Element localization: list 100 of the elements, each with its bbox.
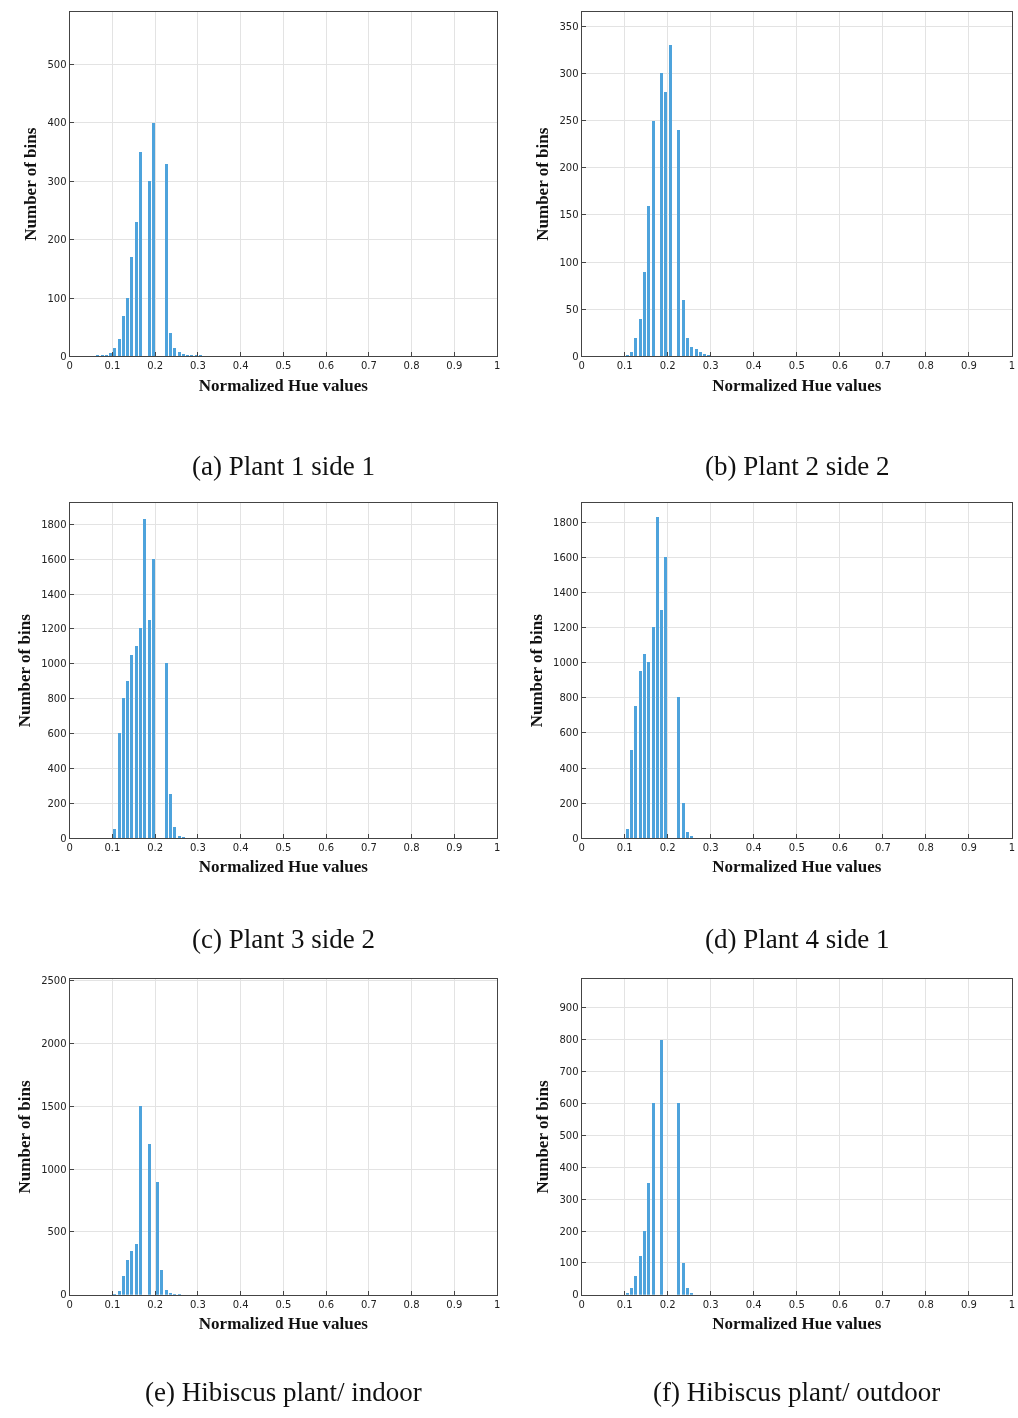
x-tick-label: 1: [493, 360, 501, 372]
x-tick-label: 0.1: [616, 1298, 633, 1310]
x-axis-title: Normalized Hue values: [198, 375, 369, 395]
x-tick-label: 0.3: [702, 842, 719, 854]
y-tick-label: 100: [559, 256, 579, 268]
x-tick-label: 0.5: [788, 1298, 805, 1310]
x-tick-label: 0.8: [403, 360, 420, 372]
y-tick-label: 1600: [553, 552, 579, 564]
y-tick-label: 100: [559, 1257, 579, 1269]
x-tick-label: 0.9: [961, 1298, 977, 1310]
y-tick-label: 600: [47, 728, 67, 739]
y-axis-title: Number of bins: [526, 613, 546, 728]
y-tick-label: 500: [47, 59, 67, 70]
y-tick-label: 200: [559, 162, 579, 174]
x-tick-label: 0.8: [917, 360, 934, 372]
text: (f) Hibiscus plant/ outdoor: [653, 1377, 941, 1407]
x-tick-label: 0.6: [831, 360, 848, 372]
x-tick-label: 0.7: [874, 842, 891, 854]
y-tick-label: 400: [559, 1161, 579, 1173]
x-tick-label: 1: [1008, 360, 1016, 372]
x-tick-label: 0.6: [318, 842, 335, 854]
x-tick-label: 0.3: [189, 842, 206, 854]
y-axis-title: Number of bins: [14, 1080, 34, 1194]
x-tick-label: 0.1: [616, 360, 633, 372]
x-axis-title: Normalized Hue values: [712, 375, 882, 395]
x-axis-title: Normalized Hue values: [198, 1314, 369, 1334]
y-tick-label: 600: [559, 1097, 579, 1109]
text: (c) Plant 3 side 2: [192, 924, 375, 954]
y-tick-label: 300: [559, 67, 579, 79]
x-tick-label: 0.6: [318, 1298, 335, 1310]
x-tick-label: 0.1: [104, 360, 121, 372]
y-tick-label: 200: [47, 234, 67, 246]
y-tick-label: 400: [47, 117, 67, 129]
text: (e) Hibiscus plant/ indoor: [145, 1377, 422, 1407]
y-tick-label: 200: [47, 797, 67, 809]
y-tick-label: 1400: [41, 588, 67, 600]
x-tick-label: 0.4: [232, 360, 249, 372]
y-tick-label: 1000: [553, 657, 579, 669]
y-axis-title: Number of bins: [533, 1080, 553, 1194]
x-tick-label: 1: [1008, 842, 1016, 854]
x-tick-label: 0.2: [147, 1298, 164, 1310]
x-tick-label: 1: [493, 1298, 501, 1310]
y-tick-label: 500: [47, 1226, 67, 1238]
x-tick-label: 0.1: [104, 842, 121, 854]
x-tick-label: 0.7: [360, 360, 377, 372]
x-tick-label: 0.8: [403, 1298, 420, 1310]
x-axis-title: Normalized Hue values: [198, 857, 369, 877]
x-tick-label: 0.9: [961, 360, 977, 372]
y-tick-label: 2500: [41, 974, 67, 986]
x-tick-label: 0.2: [659, 360, 676, 372]
x-tick-label: 0.4: [745, 1298, 762, 1310]
x-tick-label: 0.9: [446, 360, 463, 372]
y-tick-label: 900: [559, 1002, 579, 1014]
x-tick-label: 0.5: [788, 360, 805, 372]
x-tick-label: 0.4: [232, 1298, 249, 1310]
x-tick-label: 0.6: [318, 360, 335, 372]
y-tick-label: 800: [559, 692, 579, 704]
y-tick-label: 400: [559, 762, 579, 774]
x-tick-label: 0.5: [275, 360, 292, 372]
x-tick-label: 0.3: [189, 1298, 206, 1310]
y-tick-label: 0: [60, 1289, 67, 1301]
x-tick-label: 0.4: [745, 842, 762, 854]
x-tick-label: 0.2: [147, 842, 164, 854]
x-tick-label: 0.4: [232, 842, 249, 854]
x-tick-label: 0.5: [275, 1298, 292, 1310]
x-tick-label: 0.8: [917, 842, 934, 854]
x-tick-label: 0.4: [745, 360, 762, 372]
x-tick-label: 0.8: [403, 842, 420, 854]
y-tick-label: 150: [559, 209, 579, 221]
y-tick-label: 1600: [41, 553, 67, 565]
x-tick-label: 0.9: [446, 1298, 463, 1310]
x-tick-label: 0.1: [104, 1298, 121, 1310]
y-tick-label: 400: [47, 762, 67, 774]
y-tick-label: 250: [559, 115, 579, 126]
x-tick-label: 0.1: [616, 842, 633, 854]
y-tick-label: 0: [60, 832, 67, 844]
y-axis-title: Number of bins: [21, 127, 41, 241]
y-tick-label: 0: [572, 832, 579, 844]
y-axis-title: Number of bins: [14, 613, 34, 728]
y-tick-label: 1800: [41, 518, 67, 530]
y-tick-label: 200: [559, 797, 579, 809]
y-tick-label: 100: [47, 292, 67, 304]
y-tick-label: 800: [47, 693, 67, 705]
x-tick-label: 0.7: [360, 842, 377, 854]
y-tick-label: 1200: [553, 622, 579, 634]
y-tick-label: 350: [559, 20, 579, 32]
y-tick-label: 0: [60, 350, 67, 362]
x-tick-label: 1: [493, 842, 501, 854]
y-tick-label: 50: [565, 303, 579, 315]
x-axis-title: Normalized Hue values: [712, 1314, 882, 1334]
y-tick-label: 300: [47, 175, 67, 187]
x-tick-label: 0.7: [874, 1298, 891, 1310]
x-tick-label: 0.2: [659, 1298, 676, 1310]
x-tick-label: 0.2: [659, 842, 676, 854]
y-tick-label: 1000: [41, 1163, 67, 1175]
y-tick-label: 500: [559, 1129, 579, 1141]
x-tick-label: 1: [1008, 1298, 1016, 1310]
text: (b) Plant 2 side 2: [705, 451, 890, 481]
x-tick-label: 0.5: [275, 842, 292, 854]
y-tick-label: 1500: [41, 1100, 67, 1112]
